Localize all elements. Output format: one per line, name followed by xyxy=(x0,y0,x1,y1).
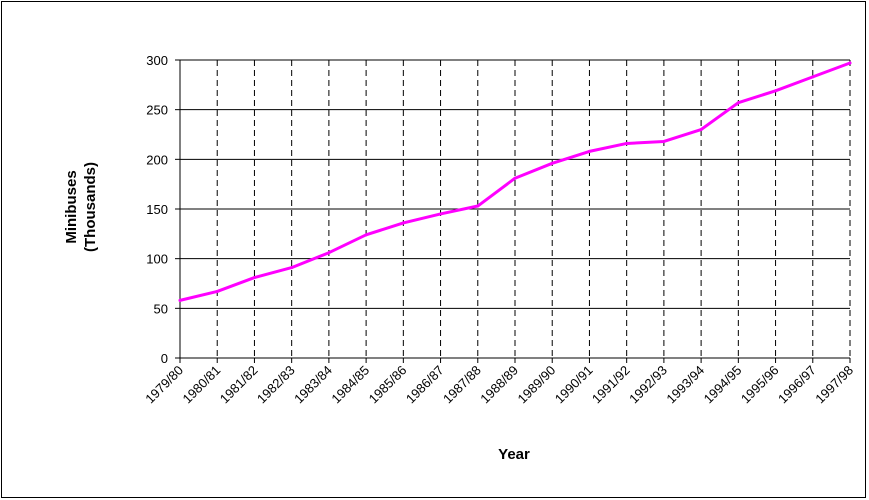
data-point xyxy=(662,139,666,143)
data-point xyxy=(476,204,480,208)
axes xyxy=(175,59,851,363)
y-tick-label: 0 xyxy=(161,351,168,366)
data-point xyxy=(215,289,219,293)
x-tick-label: 1992/93 xyxy=(626,363,670,407)
y-tick-label: 300 xyxy=(146,53,168,68)
x-tick-label: 1981/82 xyxy=(217,363,261,407)
data-point xyxy=(848,61,852,65)
x-tick-label: 1979/80 xyxy=(142,363,186,407)
data-point xyxy=(625,141,629,145)
x-tick-label: 1989/90 xyxy=(515,363,559,407)
y-tick-label: 100 xyxy=(146,252,168,267)
data-point xyxy=(364,233,368,237)
x-tick-label: 1990/91 xyxy=(552,363,596,407)
series-layer xyxy=(178,61,852,302)
data-point xyxy=(550,161,554,165)
x-tick-label: 1997/98 xyxy=(812,363,856,407)
y-tick-label: 50 xyxy=(154,301,168,316)
x-tick-label: 1984/85 xyxy=(328,363,372,407)
x-tick-label: 1980/81 xyxy=(180,363,224,407)
y-axis-title-line-2: (Thousands) xyxy=(82,162,99,252)
y-tick-label: 250 xyxy=(146,103,168,118)
x-tick-label: 1985/86 xyxy=(366,363,410,407)
x-tick-label: 1982/83 xyxy=(254,363,298,407)
data-point xyxy=(290,266,294,270)
data-point xyxy=(401,221,405,225)
tick-labels: 0501001502002503001979/801980/811981/821… xyxy=(142,53,856,406)
data-point xyxy=(587,149,591,153)
grid-lines xyxy=(180,59,851,358)
y-tick-label: 150 xyxy=(146,202,168,217)
x-tick-label: 1986/87 xyxy=(403,363,447,407)
data-point xyxy=(327,251,331,255)
x-tick-label: 1983/84 xyxy=(291,363,335,407)
x-tick-label: 1987/88 xyxy=(440,363,484,407)
y-axis-title-line-1: Minibuses xyxy=(63,170,80,243)
x-tick-label: 1995/96 xyxy=(738,363,782,407)
y-tick-label: 200 xyxy=(146,152,168,167)
data-point xyxy=(439,212,443,216)
y-axis-title: Minibuses (Thousands) xyxy=(63,162,99,252)
x-axis-title: Year xyxy=(498,446,530,463)
x-tick-label: 1994/95 xyxy=(701,363,745,407)
x-tick-label: 1996/97 xyxy=(775,363,819,407)
data-point xyxy=(736,101,740,105)
data-point xyxy=(513,176,517,180)
x-tick-label: 1988/89 xyxy=(477,363,521,407)
x-tick-label: 1993/94 xyxy=(663,363,707,407)
data-point xyxy=(178,298,182,302)
data-point xyxy=(774,89,778,93)
data-point xyxy=(811,75,815,79)
x-tick-label: 1991/92 xyxy=(589,363,633,407)
data-point xyxy=(699,128,703,132)
data-point xyxy=(252,276,256,280)
